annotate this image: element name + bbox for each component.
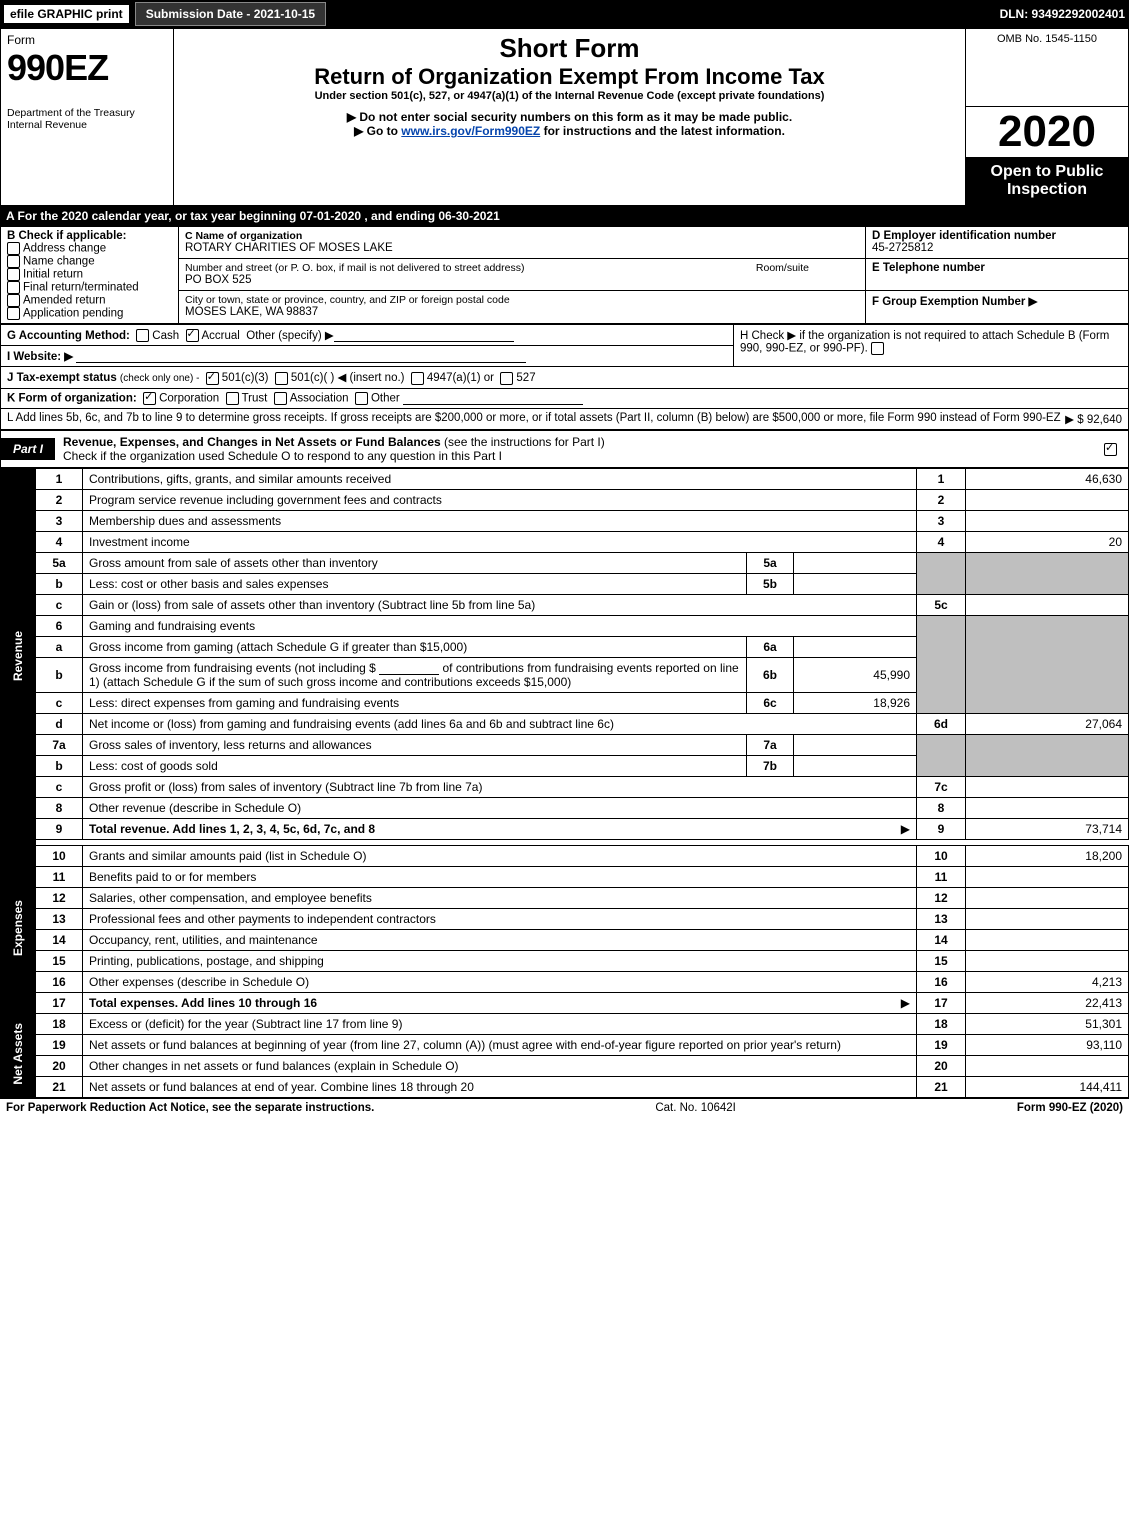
checkbox-trust[interactable] <box>226 392 239 405</box>
open-to-public: Open to Public Inspection <box>966 157 1128 205</box>
checkbox-final-return[interactable] <box>7 281 20 294</box>
notice-goto-post: for instructions and the latest informat… <box>544 124 785 138</box>
checkbox-initial-return[interactable] <box>7 268 20 281</box>
form-word: Form <box>7 33 167 47</box>
page-footer: For Paperwork Reduction Act Notice, see … <box>0 1098 1129 1117</box>
submission-date: Submission Date - 2021-10-15 <box>135 2 326 26</box>
checkbox-501c3[interactable] <box>206 372 219 385</box>
box-b-item: Final return/terminated <box>7 281 172 294</box>
tax-year: 2020 <box>966 107 1128 157</box>
checkbox-501c[interactable] <box>275 372 288 385</box>
omb-number: OMB No. 1545-1150 <box>972 33 1122 45</box>
checkbox-name-change[interactable] <box>7 255 20 268</box>
form-header: Form 990EZ Department of the Treasury In… <box>0 28 1129 206</box>
checkbox-schedule-o-part-i[interactable] <box>1104 443 1117 456</box>
part-i-table: Revenue 1 Contributions, gifts, grants, … <box>0 468 1129 1098</box>
topbar: efile GRAPHIC print Submission Date - 20… <box>0 0 1129 28</box>
dept-irs: Internal Revenue <box>7 119 167 131</box>
city-label: City or town, state or province, country… <box>185 294 859 306</box>
other-org-blank <box>403 392 583 405</box>
lines-g-to-l: G Accounting Method: Cash Accrual Other … <box>0 324 1129 430</box>
box-b-item: Address change <box>7 242 172 255</box>
checkbox-cash[interactable] <box>136 329 149 342</box>
part-i-label: Part I <box>1 438 55 460</box>
website-blank <box>76 350 526 363</box>
city-value: MOSES LAKE, WA 98837 <box>185 306 859 318</box>
checkbox-amended-return[interactable] <box>7 294 20 307</box>
box-f-label: F Group Exemption Number ▶ <box>872 294 1122 308</box>
checkbox-application-pending[interactable] <box>7 307 20 320</box>
short-form-title: Short Form <box>180 33 959 64</box>
line-h-text: H Check ▶ if the organization is not req… <box>740 330 1109 355</box>
box-b-item: Amended return <box>7 294 172 307</box>
box-b-item: Initial return <box>7 268 172 281</box>
box-e-label: E Telephone number <box>872 262 1122 274</box>
notice-goto: ▶ Go to www.irs.gov/Form990EZ for instru… <box>180 124 959 138</box>
line-l-amount: 92,640 <box>1087 414 1122 426</box>
footer-mid: Cat. No. 10642I <box>655 1102 736 1114</box>
footer-left: For Paperwork Reduction Act Notice, see … <box>6 1102 374 1114</box>
checkbox-association[interactable] <box>274 392 287 405</box>
line-l-text: L Add lines 5b, 6c, and 7b to line 9 to … <box>7 412 1061 424</box>
section-a-tax-year: A For the 2020 calendar year, or tax yea… <box>0 206 1129 226</box>
efile-label: efile GRAPHIC print <box>4 5 129 23</box>
return-title: Return of Organization Exempt From Incom… <box>180 64 959 90</box>
entity-info-table: B Check if applicable: Address change Na… <box>0 226 1129 324</box>
dln: DLN: 93492292002401 <box>1000 7 1125 21</box>
part-i-title: Revenue, Expenses, and Changes in Net As… <box>63 435 441 449</box>
side-label-netassets: Net Assets <box>1 1014 36 1098</box>
side-label-expenses: Expenses <box>1 846 36 1014</box>
form-number: 990EZ <box>7 47 167 89</box>
line-k-label: K Form of organization: <box>7 392 137 404</box>
checkbox-527[interactable] <box>500 372 513 385</box>
ein-value: 45-2725812 <box>872 242 1122 254</box>
notice-goto-pre: ▶ Go to <box>354 124 401 138</box>
line-l-arrow: ▶ $ <box>1065 414 1083 426</box>
checkbox-other-org[interactable] <box>355 392 368 405</box>
line-j-label: J Tax-exempt status <box>7 372 117 384</box>
part-i-subtitle: (see the instructions for Part I) <box>444 435 605 449</box>
street-label: Number and street (or P. O. box, if mail… <box>185 262 859 274</box>
checkbox-schedule-b-not-required[interactable] <box>871 342 884 355</box>
box-d-label: D Employer identification number <box>872 230 1122 242</box>
checkbox-address-change[interactable] <box>7 242 20 255</box>
box-b-item: Name change <box>7 255 172 268</box>
other-method-blank <box>334 329 514 342</box>
footer-right: Form 990-EZ (2020) <box>1017 1102 1123 1114</box>
under-section: Under section 501(c), 527, or 4947(a)(1)… <box>180 90 959 102</box>
line-i-label: I Website: ▶ <box>7 351 73 363</box>
checkbox-corporation[interactable] <box>143 392 156 405</box>
checkbox-accrual[interactable] <box>186 329 199 342</box>
part-i-checkline: Check if the organization used Schedule … <box>63 449 502 463</box>
part-i-header: Part I Revenue, Expenses, and Changes in… <box>0 430 1129 468</box>
org-name: ROTARY CHARITIES OF MOSES LAKE <box>185 242 859 254</box>
box-c-label: C Name of organization <box>185 230 302 242</box>
room-label: Room/suite <box>756 262 809 274</box>
irs-link[interactable]: www.irs.gov/Form990EZ <box>401 124 540 138</box>
side-label-revenue: Revenue <box>1 468 36 845</box>
street-value: PO BOX 525 <box>185 274 859 286</box>
checkbox-4947a1[interactable] <box>411 372 424 385</box>
box-b-item: Application pending <box>7 307 172 320</box>
notice-ssn: ▶ Do not enter social security numbers o… <box>180 110 959 124</box>
fundraising-contrib-blank <box>379 662 439 675</box>
dept-treasury: Department of the Treasury <box>7 107 167 119</box>
line-g-label: G Accounting Method: <box>7 330 130 342</box>
box-b-title: B Check if applicable: <box>7 230 172 242</box>
